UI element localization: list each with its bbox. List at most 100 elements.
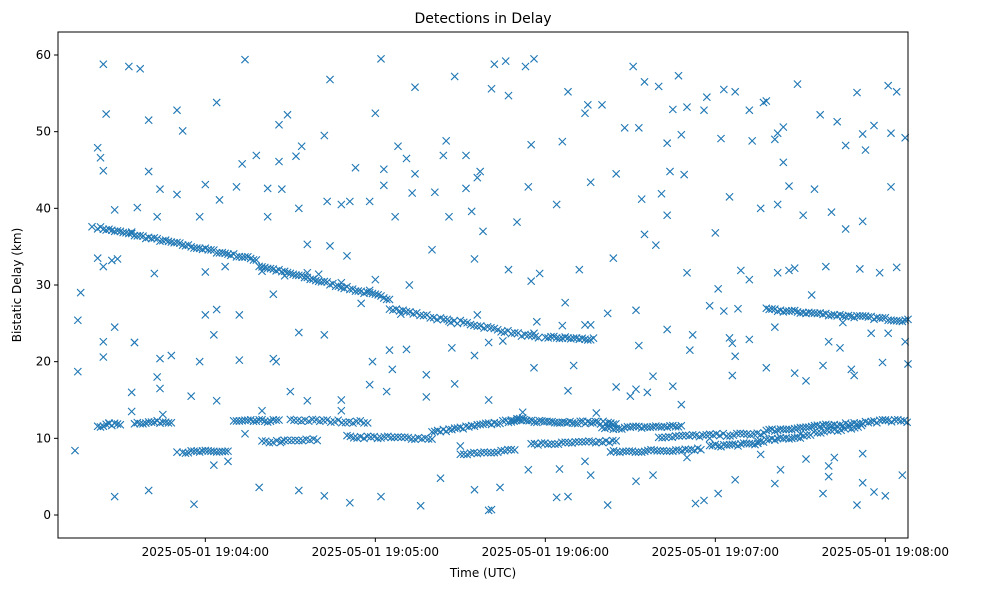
data-point <box>73 367 82 376</box>
data-point <box>498 416 507 425</box>
data-point <box>93 143 102 152</box>
data-point <box>732 429 741 438</box>
data-point <box>263 212 272 221</box>
x-tick-label: 2025-05-01 19:05:00 <box>312 545 439 559</box>
data-point <box>773 268 782 277</box>
data-point <box>626 392 635 401</box>
data-point <box>745 106 754 115</box>
data-point <box>456 442 465 450</box>
data-point <box>586 418 595 427</box>
data-point <box>313 436 322 445</box>
data-point <box>674 71 683 80</box>
data-point <box>770 427 779 436</box>
data-point <box>380 432 389 441</box>
data-point <box>756 204 765 213</box>
data-point <box>314 270 323 279</box>
data-point <box>643 388 652 397</box>
data-point <box>238 159 247 168</box>
data-point <box>480 448 489 457</box>
data-point <box>649 471 657 480</box>
data-point <box>411 83 419 92</box>
data-point <box>221 249 230 258</box>
data-point <box>810 185 819 194</box>
data-point <box>484 338 493 347</box>
data-point <box>484 396 493 404</box>
data-point <box>363 418 372 427</box>
y-tick-label: 0 <box>43 508 51 522</box>
data-point <box>790 369 799 378</box>
data-point <box>561 298 570 307</box>
data-point <box>394 142 402 151</box>
data-point <box>698 431 707 440</box>
data-point <box>470 485 479 494</box>
data-point <box>334 416 343 425</box>
data-point <box>892 263 901 272</box>
data-point <box>195 357 204 366</box>
data-point <box>881 491 890 500</box>
data-point <box>581 457 589 466</box>
data-point <box>445 317 453 326</box>
data-point <box>113 420 122 429</box>
data-point <box>581 109 589 118</box>
data-point <box>802 376 810 385</box>
data-point <box>144 167 153 176</box>
data-point <box>564 87 572 96</box>
data-point <box>450 379 459 388</box>
data-point <box>300 273 309 282</box>
data-point <box>654 82 663 91</box>
data-point <box>265 438 274 447</box>
data-point <box>739 429 748 438</box>
data-point <box>683 268 691 277</box>
data-point <box>677 421 686 430</box>
y-tick-label: 10 <box>36 431 51 445</box>
data-point <box>209 330 218 339</box>
data-point <box>258 436 266 445</box>
data-point <box>571 419 580 428</box>
data-point <box>632 477 640 486</box>
data-point <box>762 363 771 372</box>
data-point <box>141 234 150 243</box>
data-point <box>490 60 499 69</box>
data-point <box>447 343 456 352</box>
data-point <box>677 400 686 409</box>
data-point <box>552 200 561 209</box>
data-point <box>371 290 380 299</box>
data-point <box>532 317 541 326</box>
data-point <box>136 231 145 240</box>
data-point <box>833 117 842 126</box>
data-point <box>634 447 643 456</box>
data-point <box>181 449 190 458</box>
data-point <box>290 416 299 425</box>
data-point <box>663 211 672 220</box>
data-point <box>665 447 674 456</box>
data-point <box>150 269 159 278</box>
data-point <box>382 387 391 396</box>
data-point <box>241 252 249 261</box>
data-point <box>209 461 218 470</box>
data-point <box>173 238 181 247</box>
data-point <box>773 129 782 138</box>
data-point <box>813 428 822 437</box>
data-point <box>190 500 198 509</box>
data-point <box>411 169 419 178</box>
data-point <box>640 230 649 239</box>
data-point <box>830 453 839 462</box>
data-point <box>388 365 397 374</box>
data-point <box>269 290 278 299</box>
data-point <box>337 396 346 404</box>
data-point <box>221 262 230 271</box>
data-point <box>884 329 893 338</box>
data-point <box>99 225 108 234</box>
data-point <box>571 437 580 446</box>
y-tick-label: 50 <box>36 125 51 139</box>
data-point <box>725 333 734 342</box>
data-point <box>178 126 187 135</box>
data-point <box>153 373 162 381</box>
data-point <box>731 352 740 361</box>
data-point <box>286 269 295 278</box>
data-point <box>691 499 700 508</box>
data-point <box>105 225 113 234</box>
data-point <box>634 341 643 350</box>
data-point <box>581 320 589 329</box>
data-point <box>224 447 232 456</box>
